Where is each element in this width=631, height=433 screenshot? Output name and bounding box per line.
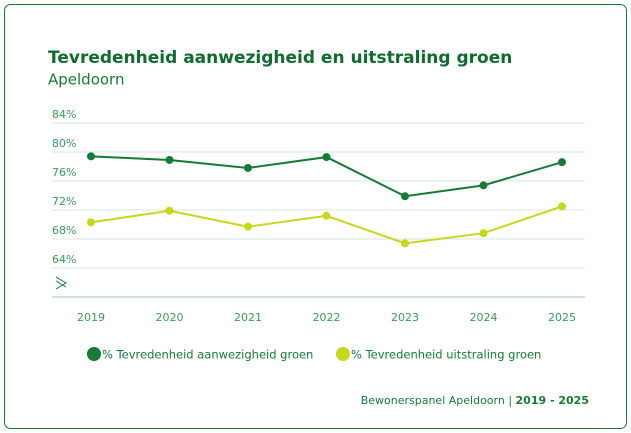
x-tick-label: 2021 [234,311,262,324]
data-point [322,153,331,162]
data-point [479,181,488,190]
legend-label: % Tevredenheid aanwezigheid groen [102,348,313,362]
y-tick-label: 72% [52,195,76,208]
data-point [558,202,566,211]
data-point [165,206,174,215]
data-point [401,192,409,201]
chart-subtitle: Apeldoorn [48,71,124,89]
data-point [87,218,95,227]
x-tick-label: 2023 [391,311,419,324]
y-tick-label: 84% [52,108,76,121]
source: Bewonerspanel Apeldoorn | 2019 - 2025 [361,394,589,407]
legend-marker [87,347,101,361]
data-point [479,229,488,238]
data-point [322,211,331,220]
legend-marker [336,347,350,361]
y-tick-label: 76% [52,166,76,179]
x-tick-label: 2020 [156,311,184,324]
x-tick-label: 2022 [313,311,341,324]
source-text: Bewonerspanel Apeldoorn | [361,394,512,407]
y-tick-label: 64% [52,253,76,266]
data-point [87,152,95,161]
data-point [165,155,174,164]
data-point [244,222,252,231]
axis-break [55,276,67,290]
y-tick-label: 80% [52,137,76,150]
data-point [244,163,252,172]
x-tick-label: 2024 [470,311,498,324]
chart-title: Tevredenheid aanwezigheid en uitstraling… [48,48,512,68]
data-point [401,239,409,248]
x-tick-label: 2025 [548,311,576,324]
y-tick-label: 68% [52,224,76,237]
legend-label: % Tevredenheid uitstraling groen [351,348,541,362]
data-point [558,158,566,167]
period: 2019 - 2025 [516,394,589,407]
x-tick-label: 2019 [77,311,105,324]
